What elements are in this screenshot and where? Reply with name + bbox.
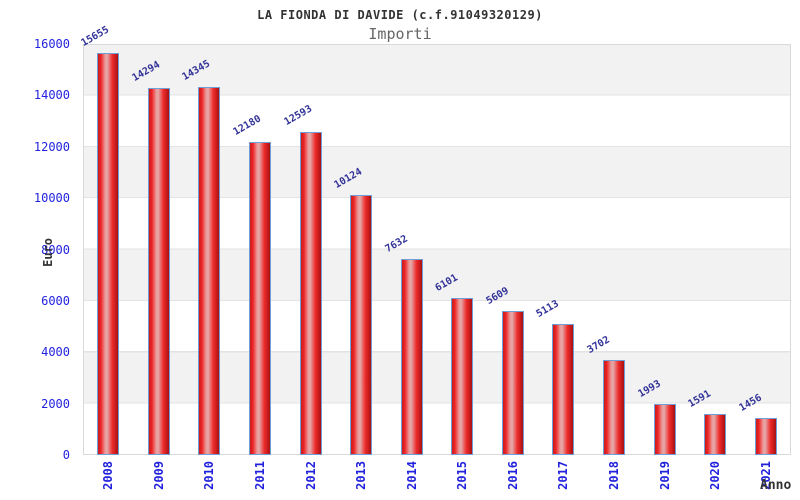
bar-2016 — [501, 310, 524, 455]
bar-2012 — [299, 131, 322, 455]
bar-value-label: 1591 — [686, 388, 713, 411]
bar-value-label: 10124 — [332, 166, 365, 191]
bar-value-label: 7632 — [383, 233, 410, 255]
bar-2015 — [451, 298, 474, 455]
bar-value-label: 5609 — [484, 285, 511, 307]
y-tick-label: 10000 — [33, 191, 70, 206]
bar-value-label: 3702 — [585, 334, 612, 356]
bar-column: 12593 2012 — [282, 44, 336, 490]
y-tick-label: 0 — [62, 448, 70, 462]
bar-column: 6101 2015 — [433, 44, 488, 490]
bar-value-label: 14294 — [130, 59, 162, 84]
bar-2009 — [147, 87, 170, 455]
bar-2011 — [248, 142, 271, 455]
bar-value-label: 12593 — [282, 102, 314, 128]
bar-2013 — [350, 194, 373, 455]
y-tick-label: 14000 — [33, 88, 70, 103]
x-axis-title: Anno — [760, 478, 792, 493]
bar-2020 — [704, 414, 727, 455]
chart-subtitle: Importi — [368, 25, 432, 43]
bar-value-label: 1456 — [737, 392, 764, 414]
x-tick-label: 2010 — [202, 461, 217, 490]
bar-2008 — [97, 52, 120, 455]
y-tick-label: 12000 — [33, 139, 70, 154]
y-axis-title: Euro — [41, 238, 55, 267]
bar-column: 10124 2013 — [332, 44, 387, 490]
bar-column: 15655 2008 — [80, 24, 134, 490]
x-tick-label: 2008 — [101, 461, 116, 490]
x-tick-label: 2018 — [606, 461, 621, 490]
bar-column: 1456 2021 — [737, 44, 791, 490]
x-tick-label: 2013 — [354, 461, 369, 490]
chart-title: LA FIONDA DI DAVIDE (c.f.91049320129) — [257, 8, 543, 22]
bar-2010 — [198, 86, 221, 455]
bar-value-label: 12180 — [231, 113, 264, 139]
bar-column: 14345 2010 — [180, 44, 235, 490]
bar-value-label: 14345 — [180, 57, 213, 83]
y-tick-label: 16000 — [33, 37, 70, 51]
bar-column: 14294 2009 — [130, 44, 185, 490]
bar-column: 5113 2017 — [534, 44, 589, 490]
bar-2017 — [552, 323, 575, 455]
x-tick-label: 2009 — [151, 461, 166, 490]
bar-column: 5609 2016 — [484, 44, 539, 490]
x-tick-label: 2020 — [708, 461, 723, 490]
bar-2021 — [754, 417, 777, 455]
y-tick-label: 2000 — [41, 396, 70, 411]
x-tick-label: 2019 — [657, 461, 672, 490]
bar-column: 3702 2018 — [585, 44, 640, 490]
bar-2018 — [602, 359, 625, 455]
bar-value-label: 5113 — [534, 298, 562, 320]
bar-value-label: 1993 — [636, 378, 663, 400]
bar-value-label: 6101 — [433, 272, 461, 295]
bar-column: 7632 2014 — [383, 44, 437, 490]
bar-2019 — [653, 403, 676, 455]
bar-column: 1591 2020 — [686, 44, 741, 490]
x-tick-label: 2017 — [556, 461, 571, 490]
bar-column: 12180 2011 — [231, 44, 286, 490]
bar-column: 1993 2019 — [636, 44, 690, 490]
x-tick-label: 2015 — [455, 461, 470, 490]
y-tick-label: 8000 — [41, 242, 70, 257]
y-tick-label: 4000 — [41, 345, 70, 360]
bar-2014 — [400, 258, 423, 455]
x-tick-label: 2012 — [303, 461, 318, 490]
x-tick-label: 2014 — [404, 461, 419, 490]
y-tick-label: 6000 — [41, 293, 70, 308]
x-tick-label: 2016 — [505, 461, 520, 490]
x-tick-label: 2011 — [252, 461, 267, 490]
